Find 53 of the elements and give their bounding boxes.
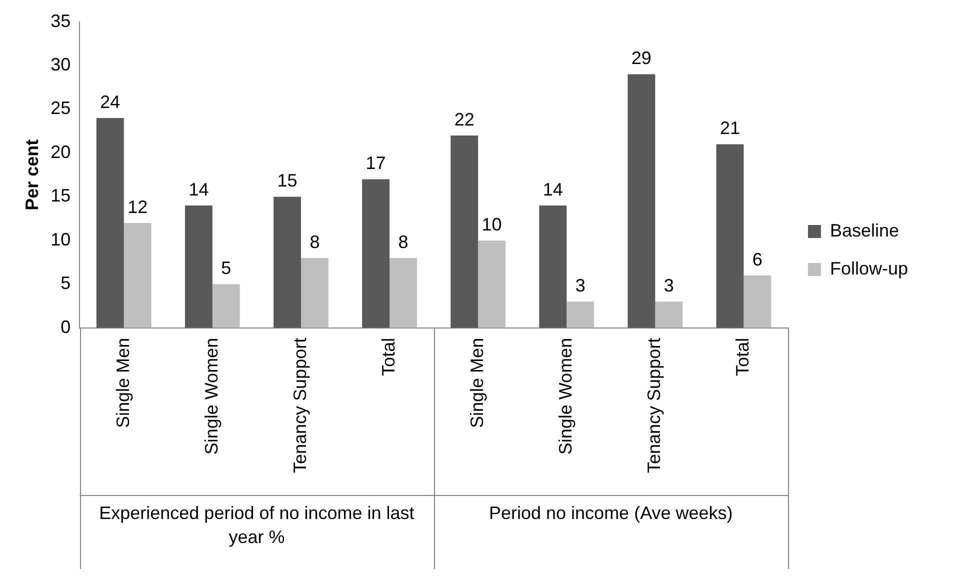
y-tick-label: 15 xyxy=(50,186,71,206)
bar xyxy=(450,136,478,328)
x-tick-label: Total xyxy=(378,338,398,376)
data-label: 14 xyxy=(188,179,209,200)
x-tick-label: Single Women xyxy=(556,338,576,455)
bar xyxy=(655,302,683,328)
bar xyxy=(96,118,124,328)
bar xyxy=(300,258,328,328)
bar xyxy=(212,284,240,328)
data-label: 3 xyxy=(664,276,674,296)
bar xyxy=(390,258,417,328)
data-label: 22 xyxy=(454,109,474,130)
y-tick-label: 10 xyxy=(50,229,71,250)
bar xyxy=(274,196,301,328)
x-tick-label: Single Men xyxy=(467,338,488,428)
bar xyxy=(628,74,656,328)
text: Experienced period of no income in last year % xyxy=(99,502,414,547)
x-tick-label: Tenancy Support xyxy=(290,338,310,474)
bar xyxy=(124,222,152,328)
legend-label: Follow-up xyxy=(830,258,908,278)
data-label: 12 xyxy=(128,196,148,217)
data-label: 6 xyxy=(752,249,762,270)
y-tick-label: 25 xyxy=(50,98,71,118)
y-tick-label: 5 xyxy=(60,273,71,294)
data-label: 15 xyxy=(277,170,298,191)
x-tick-label: Single Men xyxy=(112,338,133,428)
data-label: 14 xyxy=(542,179,563,200)
y-tick-label: 0 xyxy=(60,316,71,337)
x-tick-label: Total xyxy=(732,338,753,376)
data-label: 21 xyxy=(720,118,740,138)
data-label: 5 xyxy=(221,258,232,278)
data-label: 24 xyxy=(100,92,120,112)
bar xyxy=(566,302,594,328)
x-tick-label: Tenancy Support xyxy=(644,338,664,474)
y-tick-label: 20 xyxy=(50,142,71,162)
bar xyxy=(362,179,390,328)
data-label: 3 xyxy=(575,276,586,296)
data-label: 29 xyxy=(631,48,652,68)
bar xyxy=(184,205,212,328)
y-tick-label: 30 xyxy=(50,54,71,74)
text: Period no income (Ave weeks) xyxy=(488,502,733,523)
bar xyxy=(539,205,567,328)
bar xyxy=(744,275,772,328)
legend-label: Baseline xyxy=(830,220,900,240)
data-label: 8 xyxy=(310,232,320,252)
y-axis-title: Per cent xyxy=(22,139,42,210)
data-label: 10 xyxy=(482,214,502,234)
bar xyxy=(716,144,744,328)
bar xyxy=(478,240,506,328)
data-label: 8 xyxy=(398,232,408,252)
y-tick-label: 35 xyxy=(50,10,71,31)
x-tick-label: Single Women xyxy=(201,338,222,455)
data-label: 17 xyxy=(366,153,386,174)
